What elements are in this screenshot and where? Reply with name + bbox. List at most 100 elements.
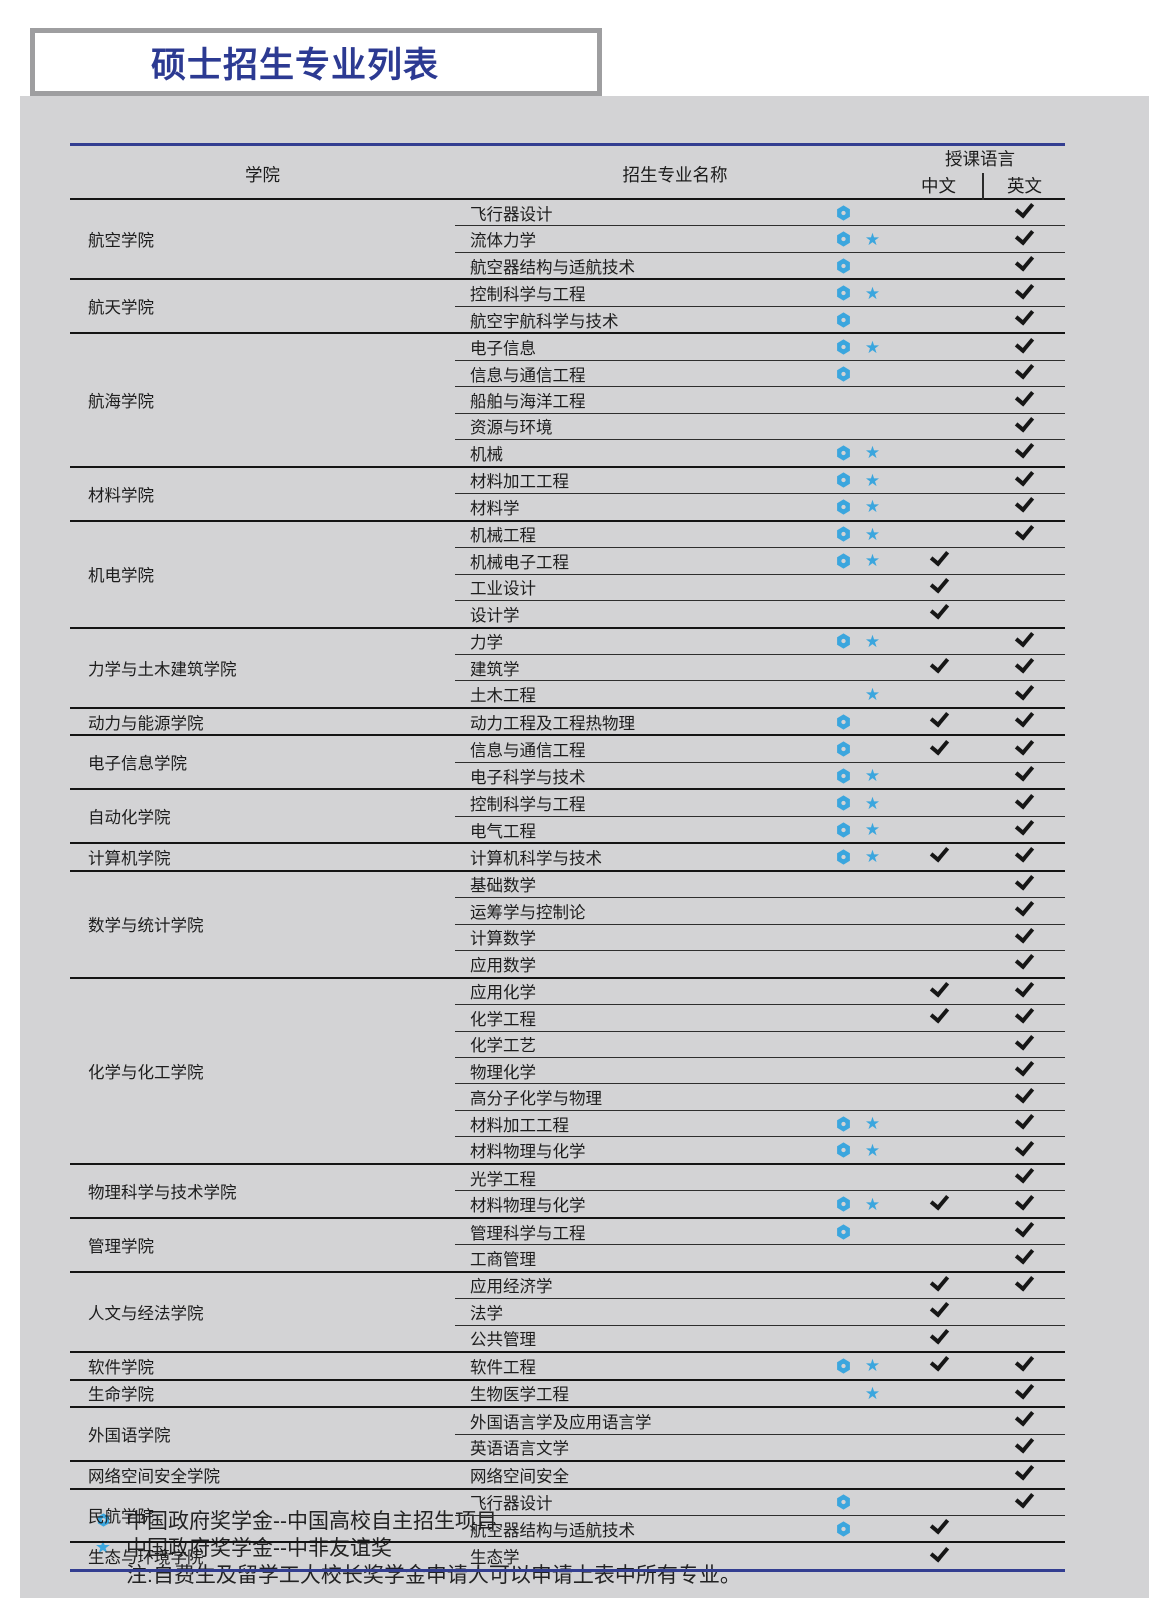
chinese-language-cell xyxy=(895,439,983,467)
english-language-cell xyxy=(983,1460,1065,1489)
program-name: 机械 xyxy=(470,445,503,464)
table-row: 化学工艺 xyxy=(70,1030,1065,1058)
star-scholarship-icon: ★ xyxy=(858,1137,887,1162)
table-row: 生命学院 生物医学工程 ★ xyxy=(70,1378,1065,1408)
program-name: 管理科学与工程 xyxy=(470,1224,586,1243)
checkmark-icon xyxy=(1014,1136,1034,1157)
english-language-cell xyxy=(983,492,1065,521)
program-name: 电气工程 xyxy=(470,822,536,841)
empty-icon-slot xyxy=(829,1462,858,1487)
checkmark-icon xyxy=(929,977,949,998)
program-name: 流体力学 xyxy=(470,232,536,251)
star-glyph: ★ xyxy=(864,820,881,840)
chinese-language-cell xyxy=(895,1487,983,1516)
hexagon-scholarship-icon xyxy=(829,790,858,815)
scholarship-icons: ★ xyxy=(829,280,887,305)
english-language-cell xyxy=(983,976,1065,1005)
chinese-language-cell xyxy=(895,1406,983,1435)
checkmark-icon xyxy=(929,1190,949,1211)
table-row: 运筹学与控制论 xyxy=(70,896,1065,925)
college-name-cell: 自动化学院 xyxy=(70,788,455,844)
scholarship-icons xyxy=(829,414,887,439)
program-name-cell: 流体力学 ★ xyxy=(455,225,895,253)
program-name-cell: 化学工艺 xyxy=(455,1030,895,1058)
program-name: 网络空间安全 xyxy=(470,1467,569,1486)
empty-icon-slot xyxy=(858,1435,887,1460)
college-name-cell: 物理科学与技术学院 xyxy=(70,1162,455,1218)
program-name: 材料物理与化学 xyxy=(470,1197,586,1216)
scholarship-icons: ★ xyxy=(829,334,887,359)
english-language-cell xyxy=(983,626,1065,655)
table-row: 计算数学 xyxy=(70,923,1065,951)
english-language-cell xyxy=(983,1433,1065,1462)
table-row: 高分子化学与物理 xyxy=(70,1083,1065,1111)
empty-icon-slot xyxy=(858,414,887,439)
table-row: 计算机学院 计算机科学与技术 ★ xyxy=(70,842,1065,871)
program-name-cell: 机械 ★ xyxy=(455,439,895,467)
english-language-cell xyxy=(983,573,1065,601)
program-name-cell: 公共管理 xyxy=(455,1324,895,1353)
program-name: 航空宇航科学与技术 xyxy=(470,312,619,331)
english-language-cell xyxy=(983,278,1065,307)
table-row: 动力与能源学院 动力工程及工程热物理 xyxy=(70,706,1065,736)
scholarship-icons: ★ xyxy=(829,629,887,654)
chinese-language-cell xyxy=(895,465,983,494)
star-scholarship-icon: ★ xyxy=(858,629,887,654)
table-row: 航空器结构与适航技术 xyxy=(70,1514,1065,1543)
star-scholarship-icon: ★ xyxy=(858,280,887,305)
empty-icon-slot xyxy=(829,951,858,976)
chinese-language-cell xyxy=(895,1083,983,1111)
empty-icon-slot xyxy=(858,1408,887,1433)
program-name-cell: 航空器结构与适航技术 xyxy=(455,251,895,280)
table-row: 航天学院 控制科学与工程 ★ xyxy=(70,278,1065,334)
admission-table: 学院 招生专业名称 授课语言 中文 英文 航空学院 飞行器设计 流体力学 ★ 航空器结构… xyxy=(70,143,1065,1572)
program-name: 飞行器设计 xyxy=(470,1495,553,1514)
hexagon-scholarship-icon xyxy=(829,1111,858,1136)
english-language-cell xyxy=(983,1136,1065,1164)
english-language-cell xyxy=(983,949,1065,978)
chinese-language-cell xyxy=(895,1270,983,1299)
checkmark-icon xyxy=(929,707,949,728)
program-name: 光学工程 xyxy=(470,1170,536,1189)
scholarship-icons: ★ xyxy=(829,226,887,251)
table-row: 化学工程 xyxy=(70,1003,1065,1032)
star-scholarship-icon: ★ xyxy=(858,1353,887,1378)
program-name-cell: 高分子化学与物理 xyxy=(455,1083,895,1111)
chinese-language-cell xyxy=(895,546,983,575)
chinese-language-cell xyxy=(895,923,983,951)
checkmark-icon xyxy=(929,1351,949,1372)
college-name-cell: 电子信息学院 xyxy=(70,734,455,790)
checkmark-icon xyxy=(1014,1217,1034,1238)
chinese-language-cell xyxy=(895,1244,983,1272)
scholarship-icons: ★ xyxy=(829,817,887,842)
program-name-cell: 材料学 ★ xyxy=(455,493,895,521)
program-name-cell: 力学 ★ xyxy=(455,626,895,655)
empty-icon-slot xyxy=(829,1381,858,1406)
scholarship-icons xyxy=(829,387,887,412)
college-name-cell: 航海学院 xyxy=(70,332,455,467)
chinese-language-cell xyxy=(895,599,983,628)
scholarship-icons: ★ xyxy=(829,1353,887,1378)
star-glyph: ★ xyxy=(864,524,881,544)
scholarship-icons xyxy=(829,1058,887,1083)
table-row: 材料学 ★ xyxy=(70,492,1065,521)
english-language-cell xyxy=(983,815,1065,844)
empty-icon-slot xyxy=(858,1032,887,1057)
empty-icon-slot xyxy=(829,1435,858,1460)
english-language-cell xyxy=(983,869,1065,898)
page-title: 硕士招生专业列表 xyxy=(151,45,440,85)
program-name-cell: 飞行器设计 xyxy=(455,198,895,226)
hexagon-scholarship-icon xyxy=(829,307,858,332)
checkmark-icon xyxy=(1014,949,1034,970)
empty-icon-slot xyxy=(858,1299,887,1324)
checkmark-icon xyxy=(1014,1163,1034,1184)
star-glyph: ★ xyxy=(864,497,881,517)
empty-icon-slot xyxy=(829,872,858,897)
english-language-cell xyxy=(983,788,1065,817)
program-name: 土木工程 xyxy=(470,687,536,706)
hexagon-scholarship-icon xyxy=(829,1137,858,1162)
chinese-language-cell xyxy=(895,278,983,307)
table-row: 工商管理 xyxy=(70,1243,1065,1272)
program-name-cell: 计算机科学与技术 ★ xyxy=(455,842,895,871)
